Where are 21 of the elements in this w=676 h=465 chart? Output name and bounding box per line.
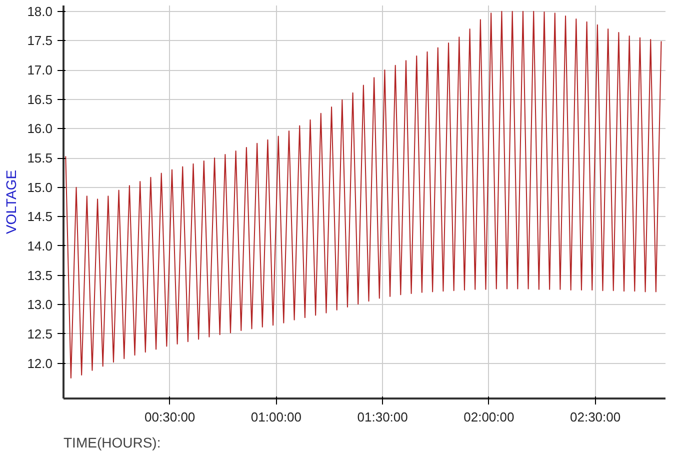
line-series xyxy=(65,10,662,378)
y-tick-label: 13.5 xyxy=(27,268,53,283)
y-tick-label: 15.0 xyxy=(27,180,53,195)
y-tick-label: 15.5 xyxy=(27,150,53,166)
x-axis-title: TIME(HOURS): xyxy=(64,434,161,450)
x-tick-label: 02:00:00 xyxy=(464,410,514,424)
x-tick-label: 01:00:00 xyxy=(250,410,302,424)
y-tick-label: 13.0 xyxy=(27,297,53,312)
x-tick-label: 00:30:00 xyxy=(144,410,196,424)
y-axis-title: VOLTAGE xyxy=(3,170,20,234)
y-tick-label: 16.0 xyxy=(27,121,53,136)
x-tick-label: 02:30:00 xyxy=(570,410,621,424)
y-tick-label: 14.0 xyxy=(27,238,53,254)
y-tick-label: 12.5 xyxy=(27,326,53,342)
y-tick-label: 17.5 xyxy=(27,33,53,48)
y-tick-label: 17.0 xyxy=(27,62,53,78)
y-tick-label: 14.5 xyxy=(27,209,53,224)
x-tick-label: 01:30:00 xyxy=(357,410,408,424)
y-tick-label: 16.5 xyxy=(27,92,53,107)
y-tick-label: 18.0 xyxy=(27,4,53,19)
y-tick-label: 12.0 xyxy=(27,356,53,371)
